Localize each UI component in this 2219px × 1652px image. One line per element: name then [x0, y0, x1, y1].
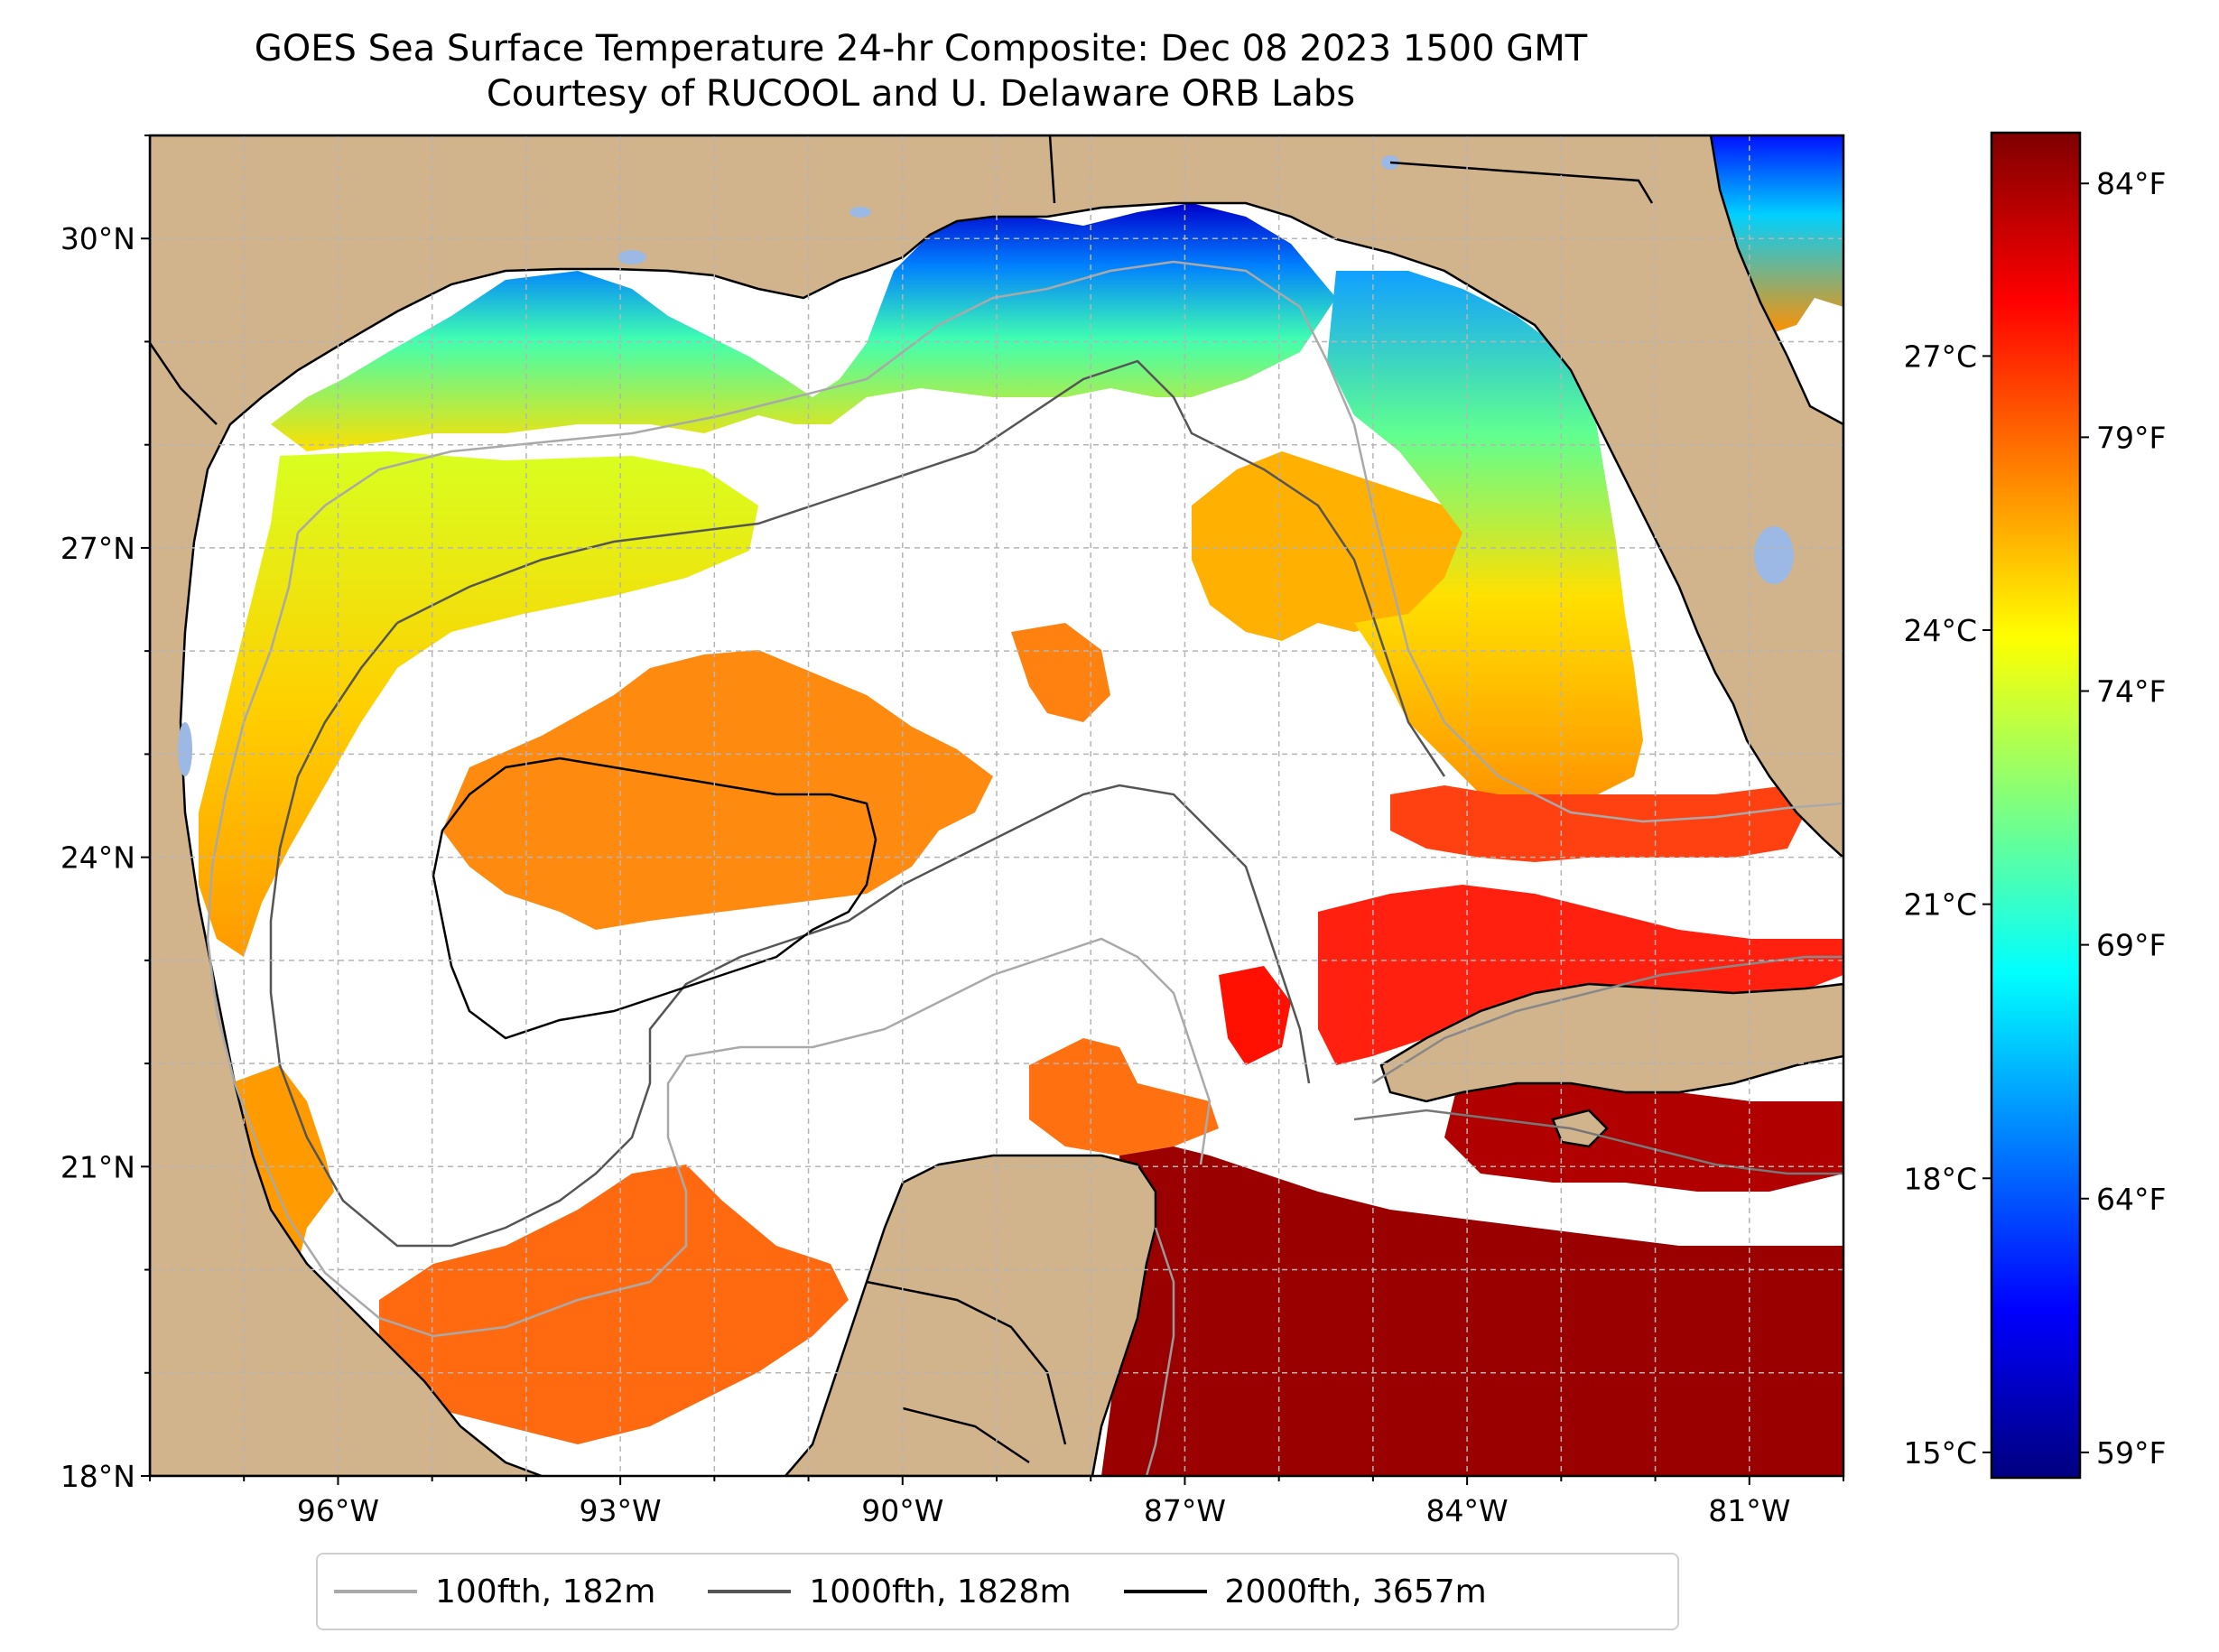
contour-1000fth — [396, 359, 1446, 777]
lakes — [178, 155, 1794, 776]
lon-tick-label: 96°W — [297, 1493, 379, 1528]
colorbar — [1990, 131, 2082, 1480]
map-title-line2: Courtesy of RUCOOL and U. Delaware ORB L… — [486, 73, 1356, 115]
celsius-tick-label: 21°C — [1903, 887, 1977, 923]
sst-yucatan-channel-west — [1219, 966, 1291, 1065]
fahrenheit-tick-label: 74°F — [2096, 673, 2166, 709]
legend-line-swatch — [1123, 1590, 1207, 1593]
legend-label: 100fth, 182m — [435, 1573, 656, 1610]
sst-caribbean-south-cuba — [1444, 1065, 1843, 1192]
sst-caribbean — [1101, 1146, 1843, 1476]
lon-tick-label: 87°W — [1144, 1493, 1226, 1528]
lat-tick-label: 18°N — [60, 1459, 135, 1494]
border-yucatan-states — [866, 1280, 1067, 1445]
border-us-mexico — [150, 342, 218, 425]
celsius-tick-label: 15°C — [1903, 1435, 1977, 1471]
lon-tick-label: 81°W — [1708, 1493, 1790, 1528]
boundaries — [150, 135, 1654, 1464]
map-area — [150, 135, 1843, 1476]
land — [150, 135, 1843, 1476]
legend-item: 1000fth, 1828m — [708, 1573, 1072, 1610]
fahrenheit-tick-label: 69°F — [2096, 928, 2166, 963]
land-isla-juventud — [1551, 1109, 1609, 1148]
lon-axis: 96°W 93°W 90°W 87°W 84°W 81°W — [149, 1476, 1844, 1528]
lat-tick-label: 21°N — [60, 1149, 135, 1184]
lat-tick-label: 30°N — [60, 221, 135, 256]
contour-100fth-west — [206, 532, 1212, 1338]
sst-bay-of-campeche — [379, 1165, 849, 1444]
lat-tick-label: 27°N — [60, 531, 135, 566]
legend-label: 2000fth, 3657m — [1224, 1573, 1487, 1610]
bathymetry-contours — [206, 260, 1843, 1476]
fahrenheit-tick-label: 59°F — [2096, 1435, 2166, 1471]
legend-item: 2000fth, 3657m — [1123, 1573, 1487, 1610]
celsius-tick-label: 24°C — [1903, 613, 1977, 648]
border-guatemala — [902, 1406, 1030, 1464]
contour-100fth — [297, 260, 1843, 823]
lake-laguna-madre — [178, 722, 192, 776]
colorbar-celsius-axis: 27°C 24°C 21°C 18°C 15°C — [1903, 339, 1992, 1471]
map-title-line1: GOES Sea Surface Temperature 24-hr Compo… — [254, 28, 1588, 70]
sst-west-central-eddy — [442, 650, 993, 930]
lon-tick-label: 93°W — [580, 1493, 662, 1528]
celsius-tick-label: 18°C — [1903, 1161, 1977, 1196]
sst-atlantic-florida — [1711, 135, 1843, 334]
sst-florida-straits — [1390, 785, 1806, 862]
sst-central-gulf — [1011, 623, 1110, 722]
lake-pontchartrain — [850, 207, 871, 218]
fahrenheit-tick-label: 79°F — [2096, 420, 2166, 455]
legend-label: 1000fth, 1828m — [809, 1573, 1072, 1610]
contour-2000fth — [432, 756, 877, 1040]
bathymetry-legend: 100fth, 182m 1000fth, 1828m 2000fth, 3657m — [316, 1553, 1679, 1630]
contour-caribbean-south — [1353, 1109, 1843, 1175]
contour-yucatan-east — [1145, 1227, 1175, 1476]
fahrenheit-tick-label: 84°F — [2096, 166, 2166, 201]
legend-line-swatch — [708, 1590, 792, 1593]
gridlines — [150, 135, 1843, 1476]
land-cuba — [1379, 982, 1843, 1103]
sst-florida-shelf — [1327, 271, 1643, 812]
fahrenheit-tick-label: 64°F — [2096, 1182, 2166, 1217]
border-state-al-fl — [1389, 161, 1654, 204]
colorbar-fahrenheit-axis: 84°F 79°F 74°F 69°F 64°F 59°F — [2080, 166, 2166, 1471]
contour-1000fth-west — [269, 622, 1311, 1248]
border-state-ms-al — [1048, 135, 1056, 204]
celsius-tick-label: 27°C — [1903, 339, 1977, 374]
sst-cuba-north-coast — [1318, 885, 1843, 1065]
lon-tick-label: 90°W — [861, 1493, 943, 1528]
lon-tick-label: 84°W — [1426, 1493, 1509, 1528]
land-yucatan — [784, 1154, 1157, 1476]
sst-yucatan-north — [1029, 1038, 1219, 1155]
lake-okeechobee — [1754, 526, 1794, 584]
lat-axis: 30°N 27°N 24°N 21°N 18°N — [60, 135, 150, 1494]
legend-line-swatch — [334, 1590, 417, 1593]
lake-sabine — [617, 250, 646, 265]
lat-tick-label: 24°N — [60, 840, 135, 876]
legend-item: 100fth, 182m — [334, 1573, 655, 1610]
contour-caribbean — [1371, 955, 1843, 1085]
